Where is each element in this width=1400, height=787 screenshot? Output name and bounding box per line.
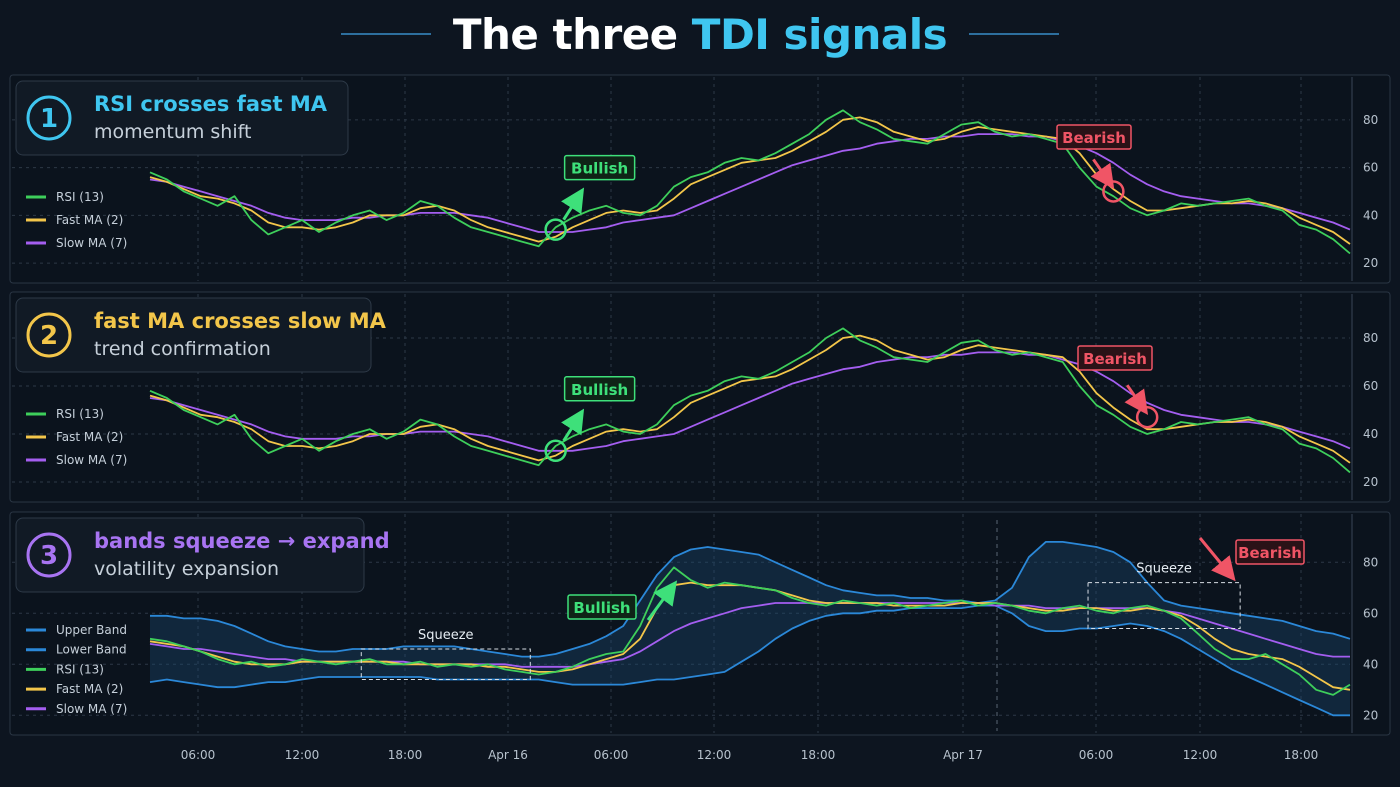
title-accent: TDI signals <box>691 9 948 59</box>
panel-title: bands squeeze → expand <box>94 529 390 553</box>
squeeze-box <box>360 648 531 681</box>
step-number: 1 <box>40 104 58 134</box>
bullish-label-box <box>567 594 637 620</box>
step-number: 3 <box>40 541 58 571</box>
legend-label: Slow MA (7) <box>56 453 127 467</box>
bearish-arrow <box>1090 158 1115 190</box>
bullish-signal-marker <box>544 439 567 463</box>
legend-label: RSI (13) <box>56 662 104 676</box>
bearish-label-box <box>1077 345 1153 371</box>
x-axis: 06:00 12:00 18:00 Apr 16 06:00 12:00 18:00 Apr … <box>181 748 1319 762</box>
panel-title: RSI crosses fast MA <box>94 92 328 116</box>
y-tick-label: 80 <box>1363 113 1378 127</box>
bearish-label: Bearish <box>1238 544 1302 562</box>
panel-3: 20 40 60 80 3 bands squeeze → expand volatilit… <box>9 511 1391 736</box>
squeeze-label: Squeeze <box>1136 562 1192 577</box>
x-tick-label: 18:00 <box>801 748 836 762</box>
bullish-label: Bullish <box>571 381 628 399</box>
x-tick-label: 06:00 <box>594 748 629 762</box>
panel-title: fast MA crosses slow MA <box>94 309 387 333</box>
legend-label: Lower Band <box>56 643 127 657</box>
legend-label: Slow MA (7) <box>56 236 127 250</box>
bearish-label: Bearish <box>1083 350 1147 368</box>
bearish-arrow <box>1124 384 1149 416</box>
title-row: The three TDI signals <box>0 6 1400 62</box>
step-number-ring <box>26 95 72 141</box>
bullish-label: Bullish <box>571 160 628 178</box>
legend-label: Fast MA (2) <box>56 430 123 444</box>
y-tick-label: 60 <box>1363 379 1378 393</box>
legend-label: Fast MA (2) <box>56 213 123 227</box>
bullish-label: Bullish <box>573 599 630 617</box>
y-tick-label: 60 <box>1363 161 1378 175</box>
legend-label: Fast MA (2) <box>56 682 123 696</box>
series-line-upper-band <box>150 541 1351 658</box>
legend-label: RSI (13) <box>56 407 104 421</box>
panel-frame <box>9 74 1391 284</box>
page-title: The three TDI signals <box>452 9 948 59</box>
panel-subtitle: momentum shift <box>94 121 251 143</box>
x-tick-label: 12:00 <box>1183 748 1218 762</box>
panel-header-badge <box>15 80 349 156</box>
legend-label: Upper Band <box>56 623 127 637</box>
series-line-fast-ma-2 <box>149 334 1351 464</box>
y-tick-label: 20 <box>1363 475 1378 489</box>
step-number-ring <box>26 532 72 578</box>
x-tick-label: 18:00 <box>388 748 423 762</box>
step-number: 2 <box>40 321 58 351</box>
squeeze-box <box>1087 582 1241 630</box>
y-tick-label: 20 <box>1363 256 1378 270</box>
x-tick-label: 06:00 <box>181 748 216 762</box>
title-line-right <box>969 33 1060 35</box>
x-tick-label: 12:00 <box>285 748 320 762</box>
panel-header-badge <box>15 297 372 373</box>
series-line-rsi-13 <box>149 327 1351 474</box>
panel-1: 20 40 60 80 1 RSI crosses fast MA momentum shi… <box>9 74 1391 284</box>
bearish-label-box <box>1056 124 1132 150</box>
panel-subtitle: trend confirmation <box>94 338 271 360</box>
bullish-arrow <box>646 580 678 621</box>
series-line-slow-ma-7 <box>149 351 1351 452</box>
bullish-arrow <box>561 408 585 442</box>
series-line-fast-ma-2 <box>149 116 1351 245</box>
x-tick-label: Apr 17 <box>943 748 983 762</box>
y-tick-label: 40 <box>1363 657 1378 671</box>
series-line-rsi-13 <box>149 566 1351 696</box>
y-tick-label: 80 <box>1363 555 1378 569</box>
title-line-left <box>340 33 431 35</box>
y-tick-label: 20 <box>1363 708 1378 722</box>
y-tick-label: 80 <box>1363 331 1378 345</box>
y-tick-label: 40 <box>1363 427 1378 441</box>
squeeze-label: Squeeze <box>418 628 474 643</box>
legend-label: RSI (13) <box>56 190 104 204</box>
legend-label: Slow MA (7) <box>56 702 127 716</box>
x-tick-label: Apr 16 <box>488 748 528 762</box>
band-fill <box>150 541 1350 716</box>
x-tick-label: 06:00 <box>1079 748 1114 762</box>
title-main: The three <box>452 9 678 59</box>
bullish-arrow <box>561 187 585 221</box>
bearish-arrow <box>1198 537 1236 582</box>
panel-header-badge <box>15 517 365 593</box>
series-line-rsi-13 <box>149 109 1351 255</box>
series-line-lower-band <box>149 604 1350 717</box>
bearish-label-box <box>1235 539 1305 565</box>
bullish-label-box <box>563 154 636 181</box>
step-number-ring <box>26 312 72 358</box>
bullish-signal-marker <box>544 218 567 241</box>
panel-subtitle: volatility expansion <box>94 558 279 580</box>
series-line-slow-ma-7 <box>149 133 1351 233</box>
x-tick-label: 12:00 <box>697 748 732 762</box>
y-tick-label: 60 <box>1363 606 1378 620</box>
y-tick-label: 40 <box>1363 208 1378 222</box>
x-tick-label: 18:00 <box>1284 748 1319 762</box>
bearish-label: Bearish <box>1062 129 1126 147</box>
panel-2: 20 40 60 80 2 fast MA crosses slow MA trend co… <box>9 291 1391 503</box>
bullish-label-box <box>563 376 636 402</box>
